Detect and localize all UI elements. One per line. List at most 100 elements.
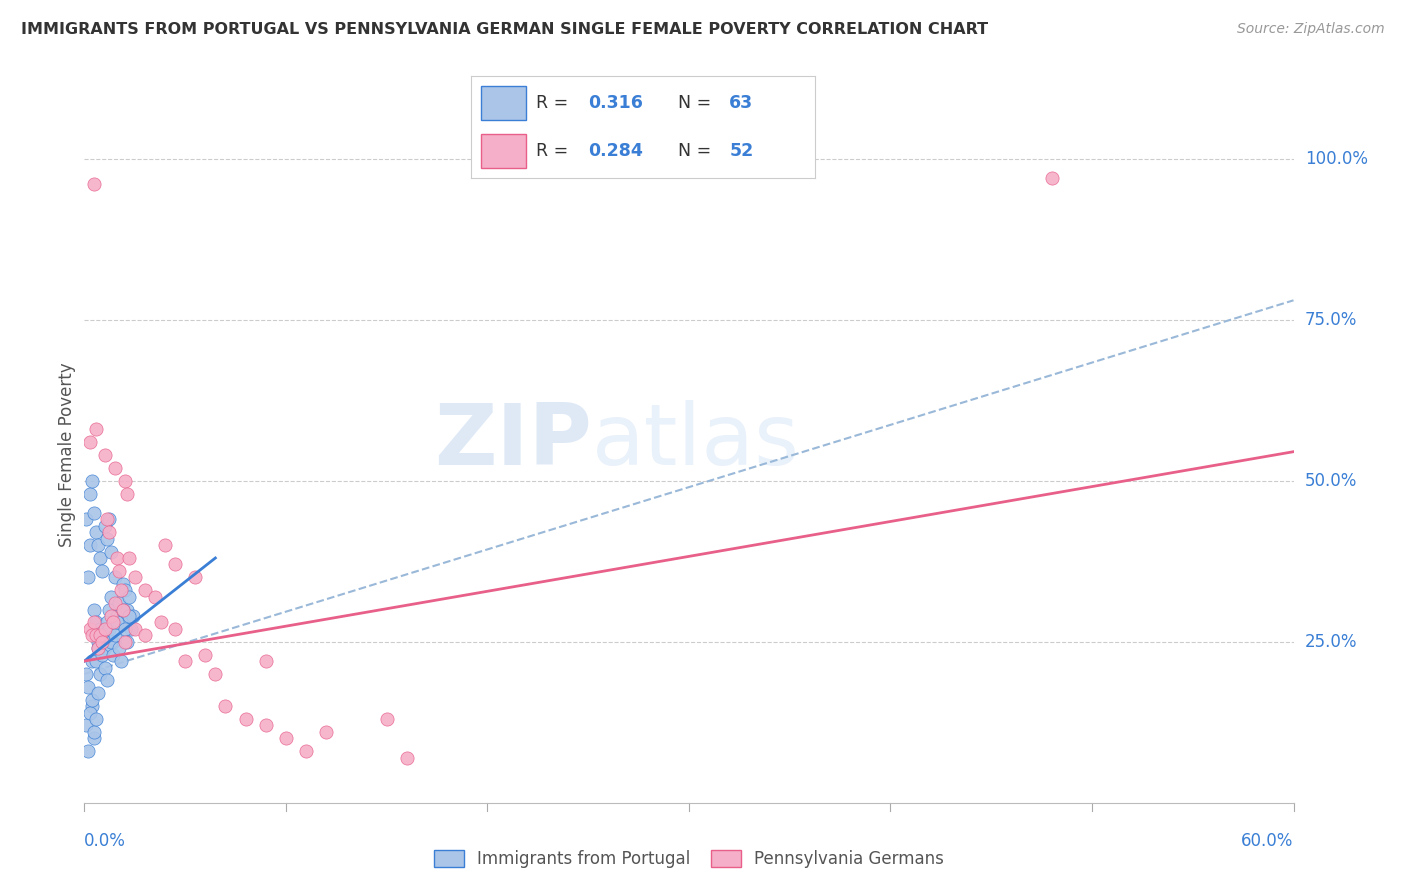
Legend: Immigrants from Portugal, Pennsylvania Germans: Immigrants from Portugal, Pennsylvania G… <box>427 843 950 874</box>
FancyBboxPatch shape <box>481 87 526 120</box>
Text: IMMIGRANTS FROM PORTUGAL VS PENNSYLVANIA GERMAN SINGLE FEMALE POVERTY CORRELATIO: IMMIGRANTS FROM PORTUGAL VS PENNSYLVANIA… <box>21 22 988 37</box>
Point <box>82 628 104 642</box>
Point <box>79 622 101 636</box>
Point <box>107 596 129 610</box>
Point <box>375 712 398 726</box>
Point <box>115 634 138 648</box>
Point <box>1040 170 1063 185</box>
Point <box>121 609 143 624</box>
Point <box>111 602 134 616</box>
Point <box>86 628 108 642</box>
Point <box>110 615 132 630</box>
Point <box>110 583 132 598</box>
Point <box>96 512 118 526</box>
Point <box>194 648 217 662</box>
Point <box>91 634 114 648</box>
Point <box>114 474 136 488</box>
Point <box>101 648 124 662</box>
Point <box>75 718 97 732</box>
Point <box>83 725 105 739</box>
Point <box>315 725 337 739</box>
Point <box>107 564 129 578</box>
Point <box>87 634 110 648</box>
Point <box>118 590 141 604</box>
Point <box>86 712 108 726</box>
Point <box>82 654 104 668</box>
Point <box>79 435 101 450</box>
Point <box>87 641 110 656</box>
Point <box>87 686 110 700</box>
Point <box>91 648 114 662</box>
Point <box>104 460 127 475</box>
Point <box>75 512 97 526</box>
Point <box>75 667 97 681</box>
Text: 0.316: 0.316 <box>588 94 643 112</box>
Point <box>86 615 108 630</box>
Point <box>115 486 138 500</box>
Point <box>295 744 318 758</box>
Point <box>100 590 122 604</box>
Point <box>105 615 128 630</box>
Point <box>83 615 105 630</box>
Point <box>204 667 226 681</box>
Text: ZIP: ZIP <box>434 400 592 483</box>
Point <box>165 622 187 636</box>
Point <box>89 667 111 681</box>
Point <box>105 609 128 624</box>
Point <box>77 570 100 584</box>
Text: R =: R = <box>537 142 574 161</box>
Point <box>110 654 132 668</box>
Point <box>82 699 104 714</box>
Text: 50.0%: 50.0% <box>1305 472 1357 490</box>
Point <box>118 551 141 566</box>
Point <box>86 422 108 436</box>
Point <box>93 660 115 674</box>
Point <box>101 634 124 648</box>
Text: 75.0%: 75.0% <box>1305 310 1357 328</box>
Point <box>86 654 108 668</box>
Point <box>87 641 110 656</box>
Point <box>134 583 156 598</box>
Point <box>100 544 122 558</box>
Text: N =: N = <box>678 94 717 112</box>
Text: Source: ZipAtlas.com: Source: ZipAtlas.com <box>1237 22 1385 37</box>
Point <box>96 532 118 546</box>
Point <box>214 699 236 714</box>
Point <box>134 628 156 642</box>
Text: 100.0%: 100.0% <box>1305 150 1368 168</box>
Text: atlas: atlas <box>592 400 800 483</box>
Point <box>97 512 120 526</box>
Point <box>97 602 120 616</box>
Text: R =: R = <box>537 94 574 112</box>
Text: 52: 52 <box>730 142 754 161</box>
Point <box>91 564 114 578</box>
Point <box>96 673 118 688</box>
Point <box>100 634 122 648</box>
Point <box>79 538 101 552</box>
Point <box>118 609 141 624</box>
Point <box>274 731 297 746</box>
Point <box>93 622 115 636</box>
Point <box>77 744 100 758</box>
Point <box>153 538 176 552</box>
Point <box>104 628 127 642</box>
Point <box>79 486 101 500</box>
Point <box>91 628 114 642</box>
Point <box>124 622 146 636</box>
Point <box>114 583 136 598</box>
Point <box>149 615 172 630</box>
Point <box>87 538 110 552</box>
Point <box>124 570 146 584</box>
Point <box>104 596 127 610</box>
FancyBboxPatch shape <box>481 135 526 168</box>
Point <box>111 576 134 591</box>
Point <box>89 628 111 642</box>
Point <box>184 570 207 584</box>
Text: 25.0%: 25.0% <box>1305 632 1357 651</box>
Point <box>97 525 120 540</box>
Point <box>254 718 277 732</box>
Point <box>114 622 136 636</box>
Point <box>89 622 111 636</box>
Point <box>93 641 115 656</box>
Point <box>395 750 418 764</box>
